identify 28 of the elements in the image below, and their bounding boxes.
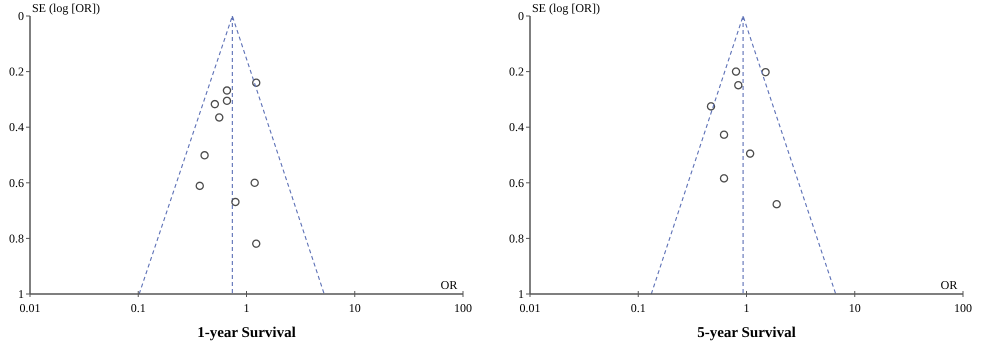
x-tick-label: 10: [348, 301, 361, 315]
y-tick-label: 0: [18, 9, 24, 23]
x-tick-label: 100: [454, 301, 472, 315]
x-tick-label: 1: [744, 301, 750, 315]
y-tick-label: 0.4: [9, 120, 24, 134]
text: 5-year Survival: [697, 325, 796, 341]
x-tick-label: 0.01: [520, 301, 540, 315]
x-axis-title: OR: [440, 278, 458, 292]
x-tick-label: 1: [244, 301, 250, 315]
x-tick-label: 10: [848, 301, 861, 315]
x-tick-label: 0.1: [630, 301, 646, 315]
y-tick-label: 1: [18, 287, 24, 301]
y-tick-label: 0.2: [509, 64, 524, 79]
y-axis-title: SE (log [OR]): [532, 1, 600, 15]
y-tick-label: 0.6: [509, 176, 524, 190]
text: 1-year Survival: [197, 325, 296, 341]
y-tick-label: 1: [518, 287, 524, 301]
y-tick-label: 0.8: [509, 231, 524, 246]
y-tick-label: 0.4: [509, 120, 524, 134]
x-tick-label: 100: [954, 301, 972, 315]
x-tick-label: 0.1: [130, 301, 146, 315]
y-tick-label: 0: [518, 9, 524, 23]
y-tick-label: 0.8: [9, 231, 24, 246]
x-tick-label: 0.01: [20, 301, 40, 315]
y-axis-title: SE (log [OR]): [32, 1, 100, 15]
y-tick-label: 0.2: [9, 64, 24, 79]
y-tick-label: 0.6: [9, 176, 24, 190]
x-axis-title: OR: [940, 278, 958, 292]
